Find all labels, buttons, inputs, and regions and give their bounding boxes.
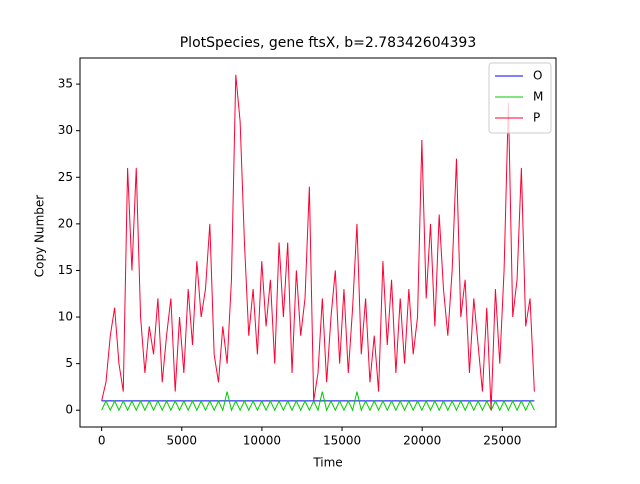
y-tick-label: 35: [58, 77, 73, 91]
x-tick-label: 20000: [403, 434, 441, 448]
legend-box: [488, 62, 552, 134]
y-tick-label: 0: [65, 403, 73, 417]
series-line: [101, 74, 535, 411]
legend-label: O: [533, 69, 542, 83]
x-axis-label: Time: [312, 456, 342, 470]
y-tick-label: 10: [58, 310, 73, 324]
y-tick-label: 30: [58, 123, 73, 137]
y-tick-label: 5: [65, 356, 73, 370]
y-axis-label: Copy Number: [33, 195, 47, 278]
plot-frame: [79, 57, 557, 428]
x-tick-label: 15000: [323, 434, 361, 448]
y-tick-label: 20: [58, 216, 73, 230]
x-tick-label: 10000: [243, 434, 281, 448]
legend-label: M: [533, 90, 543, 104]
chart-title: PlotSpecies, gene ftsX, b=2.78342604393: [180, 35, 477, 51]
y-tick-label: 15: [58, 263, 73, 277]
x-tick-label: 5000: [166, 434, 197, 448]
x-tick-label: 25000: [483, 434, 521, 448]
series-line: [101, 391, 535, 412]
x-tick-label: 0: [98, 434, 106, 448]
legend-label: P: [533, 111, 540, 125]
y-tick-label: 25: [58, 170, 73, 184]
